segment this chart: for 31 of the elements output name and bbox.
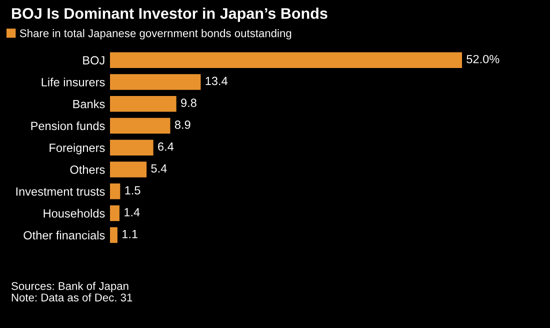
y-tick-label: Pension funds — [31, 121, 105, 130]
data-label: 1.1 — [122, 230, 138, 238]
y-tick-label: Banks — [73, 100, 105, 108]
bar — [110, 74, 201, 90]
data-label: 52.0% — [466, 54, 500, 64]
text: Note: Data as of Dec. 31 — [12, 293, 132, 302]
y-tick-label: Households — [44, 208, 105, 218]
source-note: Sources: Bank of Japan — [12, 282, 128, 292]
bar — [110, 96, 176, 112]
y-tick-label: Investment trusts — [16, 187, 105, 196]
legend-label: Share in total Japanese government bonds outstanding — [20, 29, 292, 40]
y-tick-label: Life insurers — [42, 78, 105, 86]
y-tick-label: Others — [70, 165, 105, 174]
bar — [110, 52, 462, 68]
bar — [110, 183, 120, 200]
data-label: 1.5 — [125, 186, 140, 194]
y-tick-label: Foreigners — [50, 143, 105, 154]
bar — [110, 118, 170, 134]
bar — [110, 205, 120, 222]
bar — [110, 140, 154, 156]
y-tick-label: Other financials — [24, 230, 105, 240]
data-label: 8.9 — [174, 120, 190, 129]
data-label: 9.8 — [181, 98, 196, 108]
chart-title: BOJ Is Dominant Investor in Japan’s Bonds — [12, 8, 328, 22]
data-label: 5.4 — [151, 164, 167, 173]
data-label: 13.4 — [206, 76, 228, 86]
bar — [110, 162, 147, 178]
y-tick-label: BOJ — [83, 56, 104, 65]
data-label: 6.4 — [158, 142, 174, 151]
data-label: 1.4 — [124, 208, 140, 216]
bar — [110, 227, 118, 243]
